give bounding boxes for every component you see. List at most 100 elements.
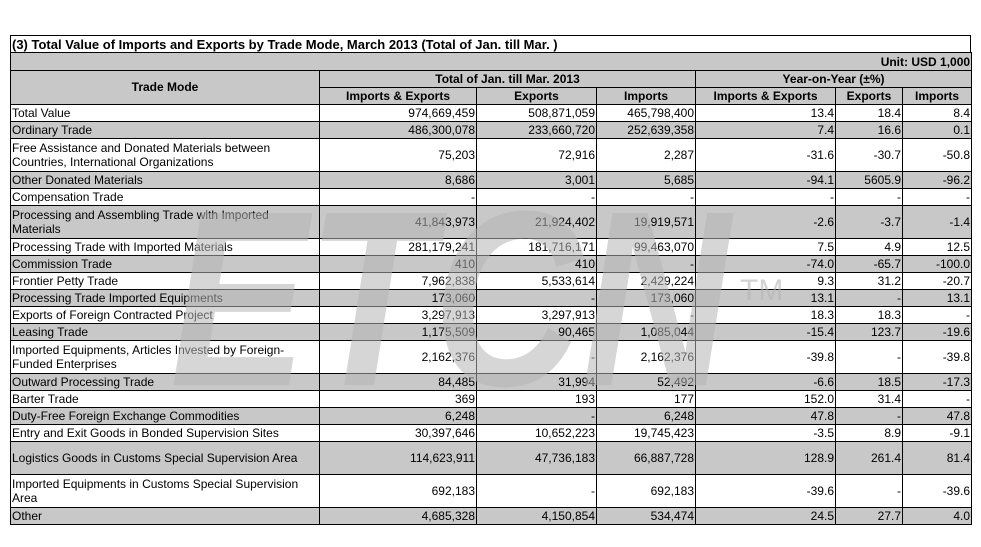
- trade-mode-cell: Duty-Free Foreign Exchange Commodities: [10, 407, 320, 425]
- trade-mode-cell: Other: [10, 507, 320, 525]
- yoy-imports-exports-cell: 18.3: [695, 306, 836, 324]
- total-group-header: Total of Jan. till Mar. 2013: [319, 70, 696, 88]
- imports-cell: -: [596, 306, 696, 324]
- yoy-imports-cell: -9.1: [901, 424, 973, 442]
- trade-mode-cell: Exports of Foreign Contracted Project: [10, 306, 320, 324]
- table-row: Compensation Trade - - - - - -: [10, 188, 973, 206]
- yoy-exports-cell: -: [835, 340, 903, 374]
- trade-mode-cell: Total Value: [10, 104, 320, 122]
- table-row: Outward Processing Trade 84,485 31,994 52,4…: [10, 373, 973, 391]
- trade-mode-cell: Outward Processing Trade: [10, 373, 320, 391]
- report-sheet: (3) Total Value of Imports and Exports b…: [9, 35, 973, 525]
- yoy-exports-cell: 31.4: [835, 390, 903, 408]
- yoy-imports-exports-cell: -: [695, 188, 836, 206]
- exports-cell: -: [476, 407, 597, 425]
- trade-mode-cell: Entry and Exit Goods in Bonded Supervisi…: [10, 424, 320, 442]
- imports-exports-cell: 4,685,328: [319, 507, 477, 525]
- imports-cell: 19,745,423: [596, 424, 696, 442]
- trade-mode-cell: Imported Equipments, Articles Invested b…: [10, 340, 320, 374]
- imports-exports-cell: 1,175,509: [319, 323, 477, 341]
- table-row: Logistics Goods in Customs Special Super…: [10, 441, 973, 475]
- yoy-imports-cell: -39.6: [901, 474, 973, 508]
- trade-mode-cell: Leasing Trade: [10, 323, 320, 341]
- yoy-imports-cell: -100.0: [901, 255, 973, 273]
- table-row: Free Assistance and Donated Materials be…: [10, 138, 973, 172]
- exports-cell: -: [476, 340, 597, 374]
- yoy-imports-cell: -96.2: [901, 171, 973, 189]
- yoy-exports-cell: 123.7: [835, 323, 903, 341]
- exports-cell: 4,150,854: [476, 507, 597, 525]
- trade-mode-cell: Barter Trade: [10, 390, 320, 408]
- yoy-imports-cell: -1.4: [901, 205, 973, 239]
- exports-cell: 10,652,223: [476, 424, 597, 442]
- table-row: Processing and Assembling Trade with Imp…: [10, 205, 973, 239]
- trade-mode-cell: Processing Trade Imported Equipments: [10, 289, 320, 307]
- imports-cell: 465,798,400: [596, 104, 696, 122]
- yoy-imports-exports-cell: -3.5: [695, 424, 836, 442]
- exports-cell: 193: [476, 390, 597, 408]
- imports-cell: 692,183: [596, 474, 696, 508]
- exports-cell: 47,736,183: [476, 441, 597, 475]
- table-row: Commission Trade 410 410- -74.0 -65.7 -100.0: [10, 255, 973, 273]
- imports-exports-cell: 281,179,241: [319, 238, 477, 256]
- exports-cell: -: [476, 474, 597, 508]
- trade-mode-table: Unit: USD 1,000 Trade Mode Total of Jan.…: [9, 52, 973, 525]
- imports-exports-cell: 84,485: [319, 373, 477, 391]
- imports-cell: 173,060: [596, 289, 696, 307]
- table-row: Barter Trade 369 193 177 152.0 31.4-: [10, 390, 973, 408]
- yoy-imports-cell: -: [901, 188, 973, 206]
- yoy-exports-cell: -: [835, 188, 903, 206]
- yoy-imports-exports-cell: 47.8: [695, 407, 836, 425]
- imports-exports-cell: 114,623,911: [319, 441, 477, 475]
- table-row: Duty-Free Foreign Exchange Commodities 6,…: [10, 407, 973, 425]
- imports-cell: 19,919,571: [596, 205, 696, 239]
- trade-mode-cell: Compensation Trade: [10, 188, 320, 206]
- table-row: Ordinary Trade 486,300,078 233,660,720 252,…: [10, 121, 973, 139]
- yoy-imports-exports-cell: 7.4: [695, 121, 836, 139]
- unit-label: Unit: USD 1,000: [9, 52, 973, 71]
- yoy-imports-exports-cell: -94.1: [695, 171, 836, 189]
- yoy-imports-cell: 47.8: [901, 407, 973, 425]
- exports-cell: 31,994: [476, 373, 597, 391]
- exports-cell: 233,660,720: [476, 121, 597, 139]
- trade-mode-cell: Other Donated Materials: [10, 171, 320, 189]
- yoy-exports-cell: 261.4: [835, 441, 903, 475]
- table-title: (3) Total Value of Imports and Exports b…: [10, 35, 971, 52]
- yoy-imports-exports-cell: 7.5: [695, 238, 836, 256]
- trade-mode-cell: Frontier Petty Trade: [10, 272, 320, 290]
- yoy-imports-exports-cell: -15.4: [695, 323, 836, 341]
- imports-exports-cell: 41,843,973: [319, 205, 477, 239]
- col-header-imports-exports: Imports & Exports: [319, 87, 477, 105]
- yoy-imports-cell: 81.4: [901, 441, 973, 475]
- table-row: Other 4,685,328 4,150,854 534,474 24.5 27.7 4.…: [10, 507, 973, 525]
- imports-cell: 52,492: [596, 373, 696, 391]
- imports-exports-cell: -: [319, 188, 477, 206]
- yoy-exports-cell: 31.2: [835, 272, 903, 290]
- yoy-exports-cell: 8.9: [835, 424, 903, 442]
- yoy-imports-exports-cell: 24.5: [695, 507, 836, 525]
- imports-cell: 6,248: [596, 407, 696, 425]
- imports-exports-cell: 173,060: [319, 289, 477, 307]
- table-row: Total Value 974,669,459 508,871,059 465,798…: [10, 104, 973, 122]
- exports-cell: 3,297,913: [476, 306, 597, 324]
- yoy-exports-cell: -30.7: [835, 138, 903, 172]
- yoy-imports-cell: 8.4: [901, 104, 973, 122]
- yoy-imports-exports-cell: -31.6: [695, 138, 836, 172]
- yoy-exports-cell: 5605.9: [835, 171, 903, 189]
- table-row: Entry and Exit Goods in Bonded Supervisi…: [10, 424, 973, 442]
- yoy-exports-cell: 18.3: [835, 306, 903, 324]
- trade-mode-cell: Commission Trade: [10, 255, 320, 273]
- exports-cell: 21,924,402: [476, 205, 597, 239]
- unit-row: Unit: USD 1,000: [9, 52, 973, 71]
- trade-mode-cell: Logistics Goods in Customs Special Super…: [10, 441, 320, 475]
- trade-mode-cell: Imported Equipments in Customs Special S…: [10, 474, 320, 508]
- yoy-imports-cell: 4.0: [901, 507, 973, 525]
- yoy-exports-cell: 16.6: [835, 121, 903, 139]
- imports-cell: -: [596, 188, 696, 206]
- yoy-exports-cell: 18.5: [835, 373, 903, 391]
- yoy-imports-cell: -50.8: [901, 138, 973, 172]
- trade-mode-cell: Ordinary Trade: [10, 121, 320, 139]
- imports-exports-cell: 75,203: [319, 138, 477, 172]
- table-row: Imported Equipments, Articles Invested b…: [10, 340, 973, 374]
- imports-cell: 99,463,070: [596, 238, 696, 256]
